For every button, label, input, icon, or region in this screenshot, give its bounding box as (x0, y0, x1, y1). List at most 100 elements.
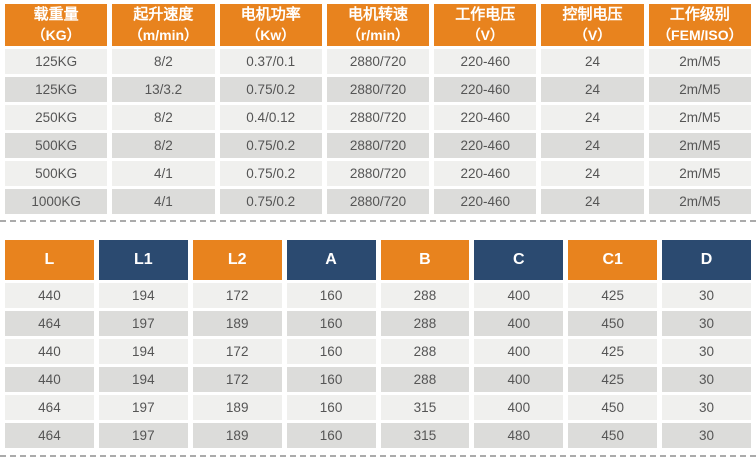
spec-table-body: 125KG 8/2 0.37/0.1 2880/720 220-460 24 2m/M5 12… (5, 49, 751, 214)
spec-table-cell: 0.75/0.2 (219, 133, 322, 158)
spec-column-header: 工作级别 （FEM/ISO） (648, 4, 751, 46)
spec-table-cell: 24 (541, 77, 644, 102)
spec-table-cell: 0.75/0.2 (219, 161, 322, 186)
spec-column-unit: （r/min） (346, 26, 410, 43)
spec-column-unit: （m/min） (128, 26, 199, 43)
spec-table-cell: 2880/720 (326, 189, 430, 214)
dimension-table-cell: 425 (568, 367, 658, 392)
dimension-table-cell: 400 (474, 367, 564, 392)
spec-column-header: 控制电压 （V） (541, 4, 644, 46)
spec-table-cell: 220-460 (434, 133, 537, 158)
dimension-table-cell: 197 (98, 423, 188, 448)
spec-column-header: 起升速度 （m/min） (112, 4, 215, 46)
spec-column-title: 载重量 (33, 6, 79, 24)
dimension-table-cell: 30 (662, 283, 751, 308)
spec-table-cell: 2m/M5 (648, 77, 751, 102)
dimension-table-cell: 30 (662, 395, 751, 420)
dimension-table-cell: 288 (380, 367, 470, 392)
spec-table-cell: 2880/720 (326, 161, 430, 186)
dimension-table-cell: 30 (662, 339, 751, 364)
spec-table-cell: 2880/720 (326, 77, 430, 102)
dimension-table-cell: 160 (286, 423, 376, 448)
spec-table-cell: 0.75/0.2 (219, 77, 322, 102)
spec-table-cell: 220-460 (434, 189, 537, 214)
dimension-table-cell: 464 (5, 311, 94, 336)
dimension-table-cell: 194 (98, 339, 188, 364)
dimension-column-header: L (5, 240, 94, 280)
dimension-table-cell: 464 (5, 423, 94, 448)
dimension-table-cell: 160 (286, 339, 376, 364)
dimension-table-cell: 425 (568, 283, 658, 308)
dimension-column-header: A (286, 240, 376, 280)
dimension-table-cell: 440 (5, 339, 94, 364)
spec-table-cell: 0.37/0.1 (219, 49, 322, 74)
dimension-table-row: 464 197 189 160 315 480 450 30 (5, 423, 751, 448)
spec-table-row: 125KG 8/2 0.37/0.1 2880/720 220-460 24 2m/M5 (5, 49, 751, 74)
dimension-table-cell: 194 (98, 283, 188, 308)
dimension-column-header: L2 (192, 240, 282, 280)
spec-table-cell: 220-460 (434, 77, 537, 102)
dimension-table-cell: 400 (474, 339, 564, 364)
dimension-column-header: D (662, 240, 751, 280)
spec-table-row: 1000KG 4/1 0.75/0.2 2880/720 220-460 24 2m/M5 (5, 189, 751, 214)
spec-column-unit: （Kw） (246, 26, 296, 43)
dimension-column-header: C1 (568, 240, 658, 280)
dimension-table-cell: 172 (192, 283, 282, 308)
dimension-table-cell: 30 (662, 367, 751, 392)
spec-table-cell: 4/1 (112, 189, 215, 214)
spec-table-cell: 2880/720 (326, 133, 430, 158)
dimension-table-header: L L1 L2 A B C C1 D (5, 240, 751, 280)
spec-table-cell: 2m/M5 (648, 189, 751, 214)
dimension-table-row: 440 194 172 160 288 400 425 30 (5, 367, 751, 392)
dimension-table-cell: 450 (568, 423, 658, 448)
spec-table-cell: 2880/720 (326, 105, 430, 130)
dimension-table: L L1 L2 A B C C1 D 440 194 172 160 288 400 425 30 464 19… (0, 237, 756, 451)
dimension-table-cell: 197 (98, 311, 188, 336)
spec-header-row: 载重量 （KG） 起升速度 （m/min） 电机功率 （Kw） 电机转速 （r/min） 工作电… (5, 4, 751, 46)
dimension-table-cell: 315 (380, 423, 470, 448)
dimension-table-cell: 315 (380, 395, 470, 420)
dimension-table-cell: 172 (192, 339, 282, 364)
dimension-table-row: 440 194 172 160 288 400 425 30 (5, 339, 751, 364)
spec-table-row: 125KG 13/3.2 0.75/0.2 2880/720 220-460 24 2m/M… (5, 77, 751, 102)
spec-table-cell: 8/2 (112, 49, 215, 74)
spec-table-cell: 2m/M5 (648, 161, 751, 186)
spec-table-cell: 250KG (5, 105, 108, 130)
dimension-table-cell: 197 (98, 395, 188, 420)
spec-table-cell: 13/3.2 (112, 77, 215, 102)
dimension-table-row: 464 197 189 160 315 400 450 30 (5, 395, 751, 420)
spec-column-title: 起升速度 (133, 6, 194, 24)
spec-table-cell: 125KG (5, 49, 108, 74)
spec-table-cell: 24 (541, 133, 644, 158)
section-gap (0, 222, 756, 237)
dimension-table-cell: 160 (286, 367, 376, 392)
dimension-header-row: L L1 L2 A B C C1 D (5, 240, 751, 280)
spec-column-header: 电机功率 （Kw） (219, 4, 322, 46)
dimension-table-cell: 160 (286, 283, 376, 308)
spec-table-cell: 2m/M5 (648, 105, 751, 130)
section-divider (0, 220, 756, 222)
dimension-table-cell: 160 (286, 311, 376, 336)
spec-column-header: 工作电压 （V） (434, 4, 537, 46)
spec-table-cell: 8/2 (112, 105, 215, 130)
spec-table: 载重量 （KG） 起升速度 （m/min） 电机功率 （Kw） 电机转速 （r/min） 工作电… (0, 1, 756, 217)
dimension-table-cell: 189 (192, 423, 282, 448)
spec-table-cell: 220-460 (434, 105, 537, 130)
dimension-table-cell: 172 (192, 367, 282, 392)
spec-column-header: 电机转速 （r/min） (326, 4, 430, 46)
dimension-table-cell: 30 (662, 423, 751, 448)
spec-column-unit: （V） (466, 26, 504, 43)
spec-table-row: 250KG 8/2 0.4/0.12 2880/720 220-460 24 2m/M5 (5, 105, 751, 130)
spec-table-cell: 220-460 (434, 49, 537, 74)
dimension-table-cell: 189 (192, 311, 282, 336)
dimension-table-row: 440 194 172 160 288 400 425 30 (5, 283, 751, 308)
dimension-table-cell: 400 (474, 311, 564, 336)
dimension-table-cell: 400 (474, 395, 564, 420)
spec-column-title: 控制电压 (562, 6, 623, 24)
spec-table-header: 载重量 （KG） 起升速度 （m/min） 电机功率 （Kw） 电机转速 （r/min） 工作电… (5, 4, 751, 46)
spec-table-cell: 4/1 (112, 161, 215, 186)
dimension-table-cell: 160 (286, 395, 376, 420)
dimension-table-cell: 400 (474, 283, 564, 308)
spec-table-cell: 500KG (5, 133, 108, 158)
